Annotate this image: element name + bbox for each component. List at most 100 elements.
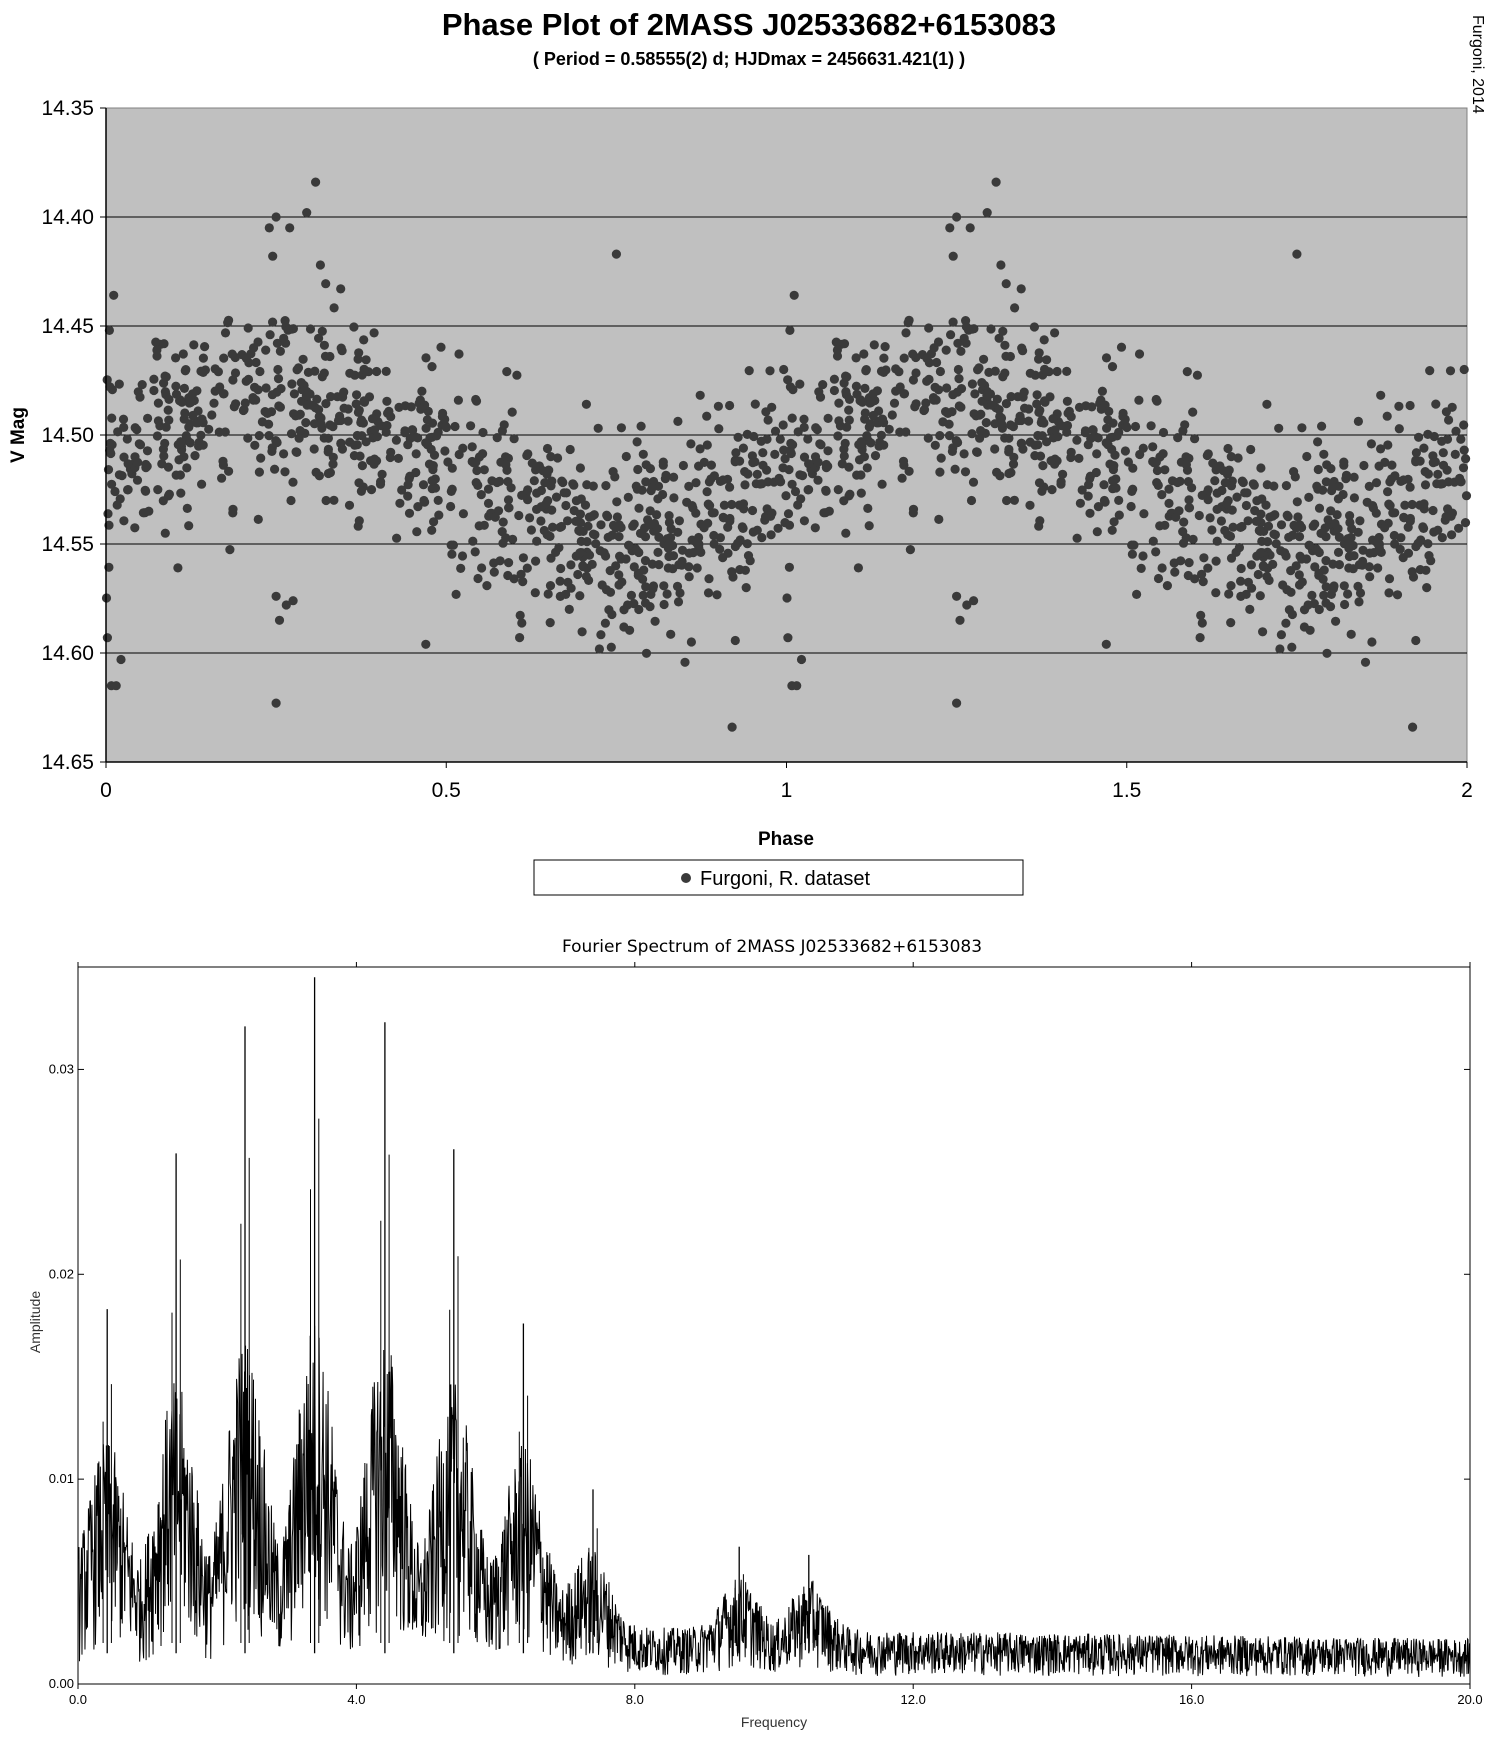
phase-data-point — [623, 600, 633, 610]
phase-data-point — [255, 366, 265, 377]
phase-data-point — [1148, 536, 1158, 546]
phase-data-point — [243, 323, 253, 333]
phase-data-point — [314, 405, 324, 415]
phase-data-point — [532, 488, 542, 498]
phase-data-point — [757, 533, 767, 543]
phase-data-point — [844, 415, 854, 425]
spectrum-ytick-label: 0.00 — [49, 1676, 74, 1691]
phase-data-point — [1376, 444, 1386, 454]
phase-data-point — [597, 580, 607, 590]
phase-data-point — [1224, 589, 1234, 599]
phase-data-point — [1092, 449, 1102, 459]
phase-data-point — [503, 495, 514, 505]
phase-data-point — [1451, 426, 1461, 436]
phase-data-point — [426, 444, 436, 454]
phase-data-point — [176, 437, 186, 447]
phase-data-point — [243, 374, 254, 384]
phase-data-point — [839, 496, 849, 506]
phase-data-point — [930, 440, 940, 450]
phase-data-point — [725, 482, 735, 492]
phase-data-point — [799, 452, 810, 462]
phase-data-point — [1066, 412, 1076, 422]
phase-data-point — [502, 367, 512, 377]
phase-data-point — [137, 380, 147, 390]
phase-data-point — [686, 637, 697, 647]
phase-data-point — [1384, 499, 1394, 509]
phase-data-point — [264, 419, 274, 429]
phase-data-point — [674, 560, 684, 570]
phase-data-point — [159, 339, 169, 349]
phase-data-point — [309, 419, 320, 429]
phase-data-point — [1426, 556, 1436, 566]
phase-data-point — [436, 342, 446, 352]
phase-data-point — [781, 491, 791, 501]
phase-data-point — [1258, 627, 1268, 637]
phase-data-point — [403, 491, 413, 501]
phase-data-point — [151, 337, 161, 347]
credit-label: Furgoni, 2014 — [1469, 15, 1486, 114]
phase-data-point — [596, 520, 606, 530]
phase-data-point — [1262, 537, 1273, 547]
phase-data-point — [1184, 503, 1195, 513]
phase-data-point — [1241, 500, 1251, 511]
phase-data-point — [448, 540, 458, 550]
phase-data-point — [1158, 427, 1169, 438]
phase-data-point — [887, 410, 897, 420]
phase-data-point — [986, 324, 996, 334]
phase-data-point — [1004, 433, 1014, 443]
phase-data-point — [1004, 468, 1014, 479]
phase-data-point — [1034, 478, 1045, 488]
phase-data-point — [479, 520, 489, 530]
phase-data-point — [261, 383, 271, 393]
phase-data-point — [942, 383, 952, 393]
phase-data-point — [600, 618, 611, 628]
phase-data-point — [702, 487, 712, 497]
phase-data-point — [1371, 508, 1381, 518]
phase-data-point — [839, 451, 849, 461]
phase-data-point — [1367, 637, 1377, 647]
phase-data-point — [788, 385, 798, 395]
phase-data-point — [507, 534, 518, 544]
phase-plot-title: Phase Plot of 2MASS J02533682+6153083 — [442, 7, 1056, 42]
spectrum-xaxis-label: Frequency — [741, 1714, 807, 1730]
phase-data-point — [501, 460, 511, 470]
phase-data-point — [338, 392, 348, 402]
phase-data-point — [1220, 478, 1230, 488]
phase-data-point — [750, 457, 760, 467]
phase-data-point — [778, 420, 788, 430]
phase-data-point — [812, 425, 822, 435]
phase-gridlines — [106, 216, 1467, 654]
phase-data-point — [123, 459, 133, 469]
phase-data-point — [106, 448, 116, 459]
phase-data-point — [1238, 477, 1248, 488]
phase-data-point — [1033, 430, 1043, 441]
phase-data-point — [770, 449, 780, 459]
phase-data-point — [271, 591, 281, 601]
phase-data-point — [839, 444, 849, 454]
phase-data-point — [1103, 415, 1113, 425]
phase-data-point — [582, 537, 592, 547]
phase-data-point — [1101, 353, 1112, 363]
phase-data-point — [1282, 510, 1292, 520]
phase-data-point — [421, 438, 431, 448]
phase-data-point — [471, 396, 482, 406]
phase-data-point — [473, 573, 483, 584]
phase-data-point — [623, 492, 633, 502]
phase-data-point — [1383, 487, 1393, 497]
phase-data-point — [354, 516, 364, 526]
phase-data-point — [316, 419, 326, 429]
phase-data-point — [1249, 480, 1259, 490]
phase-data-point — [1360, 657, 1371, 667]
phase-data-point — [813, 475, 823, 485]
phase-data-point — [1403, 548, 1414, 558]
phase-data-point — [718, 475, 728, 485]
phase-data-point — [1261, 500, 1271, 510]
phase-data-point — [254, 431, 264, 441]
phase-data-point — [1395, 544, 1405, 554]
phase-data-point — [529, 476, 539, 486]
phase-data-point — [953, 338, 963, 348]
phase-data-point — [904, 466, 914, 476]
phase-data-point — [1139, 509, 1149, 519]
phase-data-point — [1459, 364, 1469, 375]
phase-data-point — [474, 452, 484, 462]
